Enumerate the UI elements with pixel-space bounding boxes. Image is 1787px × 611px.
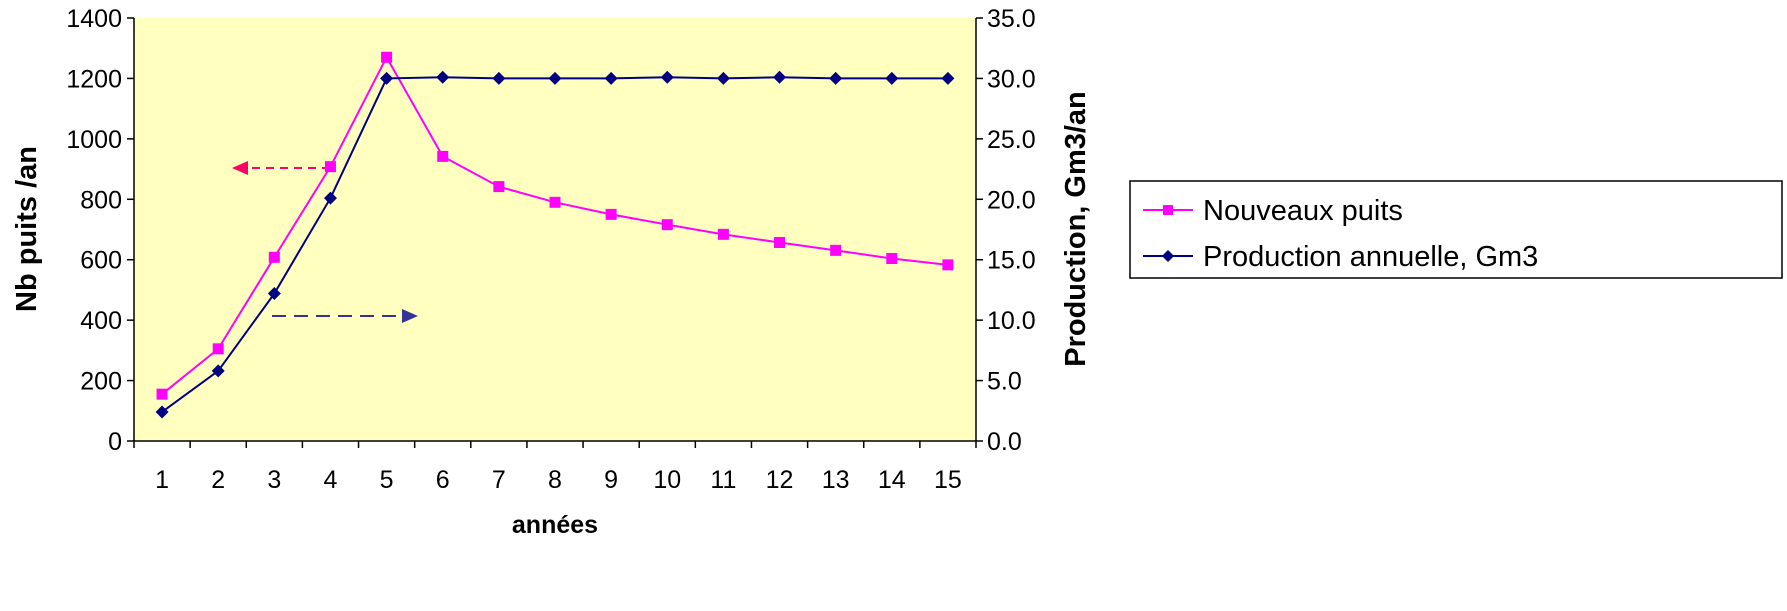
left-axis-arrowhead xyxy=(232,161,248,175)
left-tick-label: 1200 xyxy=(66,65,122,93)
x-tick-label: 13 xyxy=(822,466,850,494)
data-point-production xyxy=(604,71,618,85)
x-tick-label: 9 xyxy=(604,466,618,494)
left-axis-title: Nb puits /an xyxy=(11,146,43,312)
data-point-nouveaux-puits xyxy=(268,251,280,263)
data-point-nouveaux-puits xyxy=(717,228,729,240)
data-point-production xyxy=(267,287,281,301)
x-tick-label: 14 xyxy=(878,466,906,494)
data-point-production xyxy=(548,71,562,85)
plot-area xyxy=(134,18,976,441)
x-tick-label: 4 xyxy=(324,466,338,494)
x-tick-label: 3 xyxy=(267,466,281,494)
left-tick-label: 400 xyxy=(80,307,122,335)
left-tick-label: 600 xyxy=(80,247,122,275)
data-point-production xyxy=(660,70,674,84)
data-point-nouveaux-puits xyxy=(661,219,673,231)
x-tick-label: 5 xyxy=(380,466,394,494)
data-point-nouveaux-puits xyxy=(437,150,449,162)
right-tick-label: 0.0 xyxy=(987,428,1022,456)
data-point-nouveaux-puits xyxy=(886,253,898,265)
axes: 0 200 400 600 800 1000 1200 1400 0.0 5.0 10.0 15.0 2… xyxy=(66,5,1035,494)
left-tick-label: 800 xyxy=(80,186,122,214)
right-tick-label: 20.0 xyxy=(987,186,1036,214)
data-point-production xyxy=(829,71,843,85)
x-tick-label: 11 xyxy=(710,466,736,494)
data-point-production xyxy=(436,70,450,84)
data-point-production xyxy=(773,70,787,84)
legend-box xyxy=(1129,180,1783,279)
right-axis-arrowhead xyxy=(402,309,418,323)
data-point-production xyxy=(380,71,394,85)
x-axis-title: années xyxy=(512,511,598,539)
data-point-nouveaux-puits xyxy=(381,51,393,63)
right-tick-label: 10.0 xyxy=(987,307,1036,335)
right-tick-label: 35.0 xyxy=(987,5,1036,33)
data-point-nouveaux-puits xyxy=(156,388,168,400)
data-point-nouveaux-puits xyxy=(493,181,505,193)
legend-label-nouveaux-puits: Nouveaux puits xyxy=(1203,195,1403,227)
data-point-production xyxy=(492,71,506,85)
left-tick-label: 1000 xyxy=(66,126,122,154)
data-point-nouveaux-puits xyxy=(605,208,617,220)
x-tick-label: 2 xyxy=(211,466,225,494)
legend-label-production: Production annuelle, Gm3 xyxy=(1203,241,1538,273)
data-point-production xyxy=(941,71,955,85)
annotations xyxy=(232,161,418,323)
data-point-production xyxy=(211,364,225,378)
data-point-nouveaux-puits xyxy=(774,236,786,248)
x-tick-label: 10 xyxy=(653,466,681,494)
legend-marker-nouveaux-puits xyxy=(1163,205,1173,215)
left-tick-label: 0 xyxy=(108,428,122,456)
right-tick-label: 15.0 xyxy=(987,247,1036,275)
x-tick-label: 12 xyxy=(766,466,794,494)
left-tick-label: 1400 xyxy=(66,5,122,33)
data-point-nouveaux-puits xyxy=(212,343,224,355)
data-point-nouveaux-puits xyxy=(324,161,336,173)
left-tick-label: 200 xyxy=(80,368,122,396)
x-tick-label: 7 xyxy=(492,466,506,494)
right-tick-label: 30.0 xyxy=(987,65,1036,93)
x-tick-label: 15 xyxy=(934,466,962,494)
data-point-production xyxy=(323,191,337,205)
data-point-production xyxy=(885,71,899,85)
data-point-production xyxy=(155,405,169,419)
right-axis-title: Production, Gm3/an xyxy=(1060,91,1092,367)
legend-marker-production xyxy=(1162,250,1174,262)
data-point-nouveaux-puits xyxy=(830,244,842,256)
right-tick-label: 25.0 xyxy=(987,126,1036,154)
legend: Nouveaux puits Production annuelle, Gm3 xyxy=(1129,180,1783,279)
right-tick-label: 5.0 xyxy=(987,368,1022,396)
data-point-production xyxy=(716,71,730,85)
x-tick-label: 8 xyxy=(548,466,562,494)
x-tick-label: 1 xyxy=(155,466,169,494)
series-layer xyxy=(155,51,955,419)
data-point-nouveaux-puits xyxy=(549,196,561,208)
data-point-nouveaux-puits xyxy=(942,259,954,271)
x-tick-label: 6 xyxy=(436,466,450,494)
